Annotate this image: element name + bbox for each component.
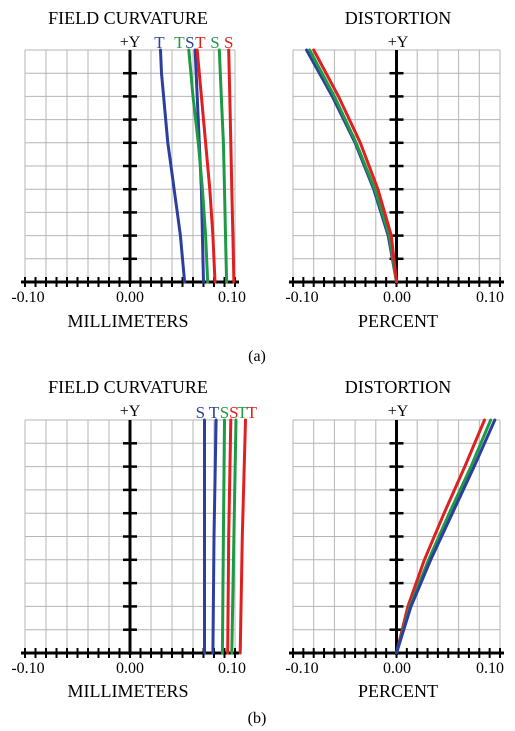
panel-title: FIELD CURVATURE	[48, 8, 208, 28]
x-tick-label: 0.10	[476, 289, 504, 306]
series-line-green-s	[217, 48, 229, 284]
series-line-red-t	[238, 418, 247, 655]
panel-distortion-a: DISTORTION +Y -0.10 0.00 0.10 PERCENT	[285, 8, 504, 331]
x-tick-label: 0.10	[476, 660, 504, 677]
curve-label-blue-t: T	[154, 33, 165, 52]
series-line-red	[395, 418, 486, 655]
series-line-blue-t	[211, 418, 218, 655]
figure-caption: (b)	[248, 710, 267, 727]
x-tick-label: -0.10	[11, 660, 44, 677]
curve-label-red-s: S	[229, 403, 238, 422]
x-tick-label: 0.00	[116, 660, 144, 677]
x-tick-label: -0.10	[285, 289, 318, 306]
figure-b: FIELD CURVATURE +Y S T S ST T -0.10 0.00 0.1…	[11, 377, 504, 727]
curve-label-blue-s: S	[196, 403, 205, 422]
distortion-plot	[289, 48, 504, 287]
curve-label-blue-s: S	[185, 33, 194, 52]
x-tick-label: 0.00	[116, 289, 144, 306]
series-line-green-t	[230, 418, 238, 655]
figure-caption: (a)	[248, 348, 266, 365]
x-axis-title: PERCENT	[358, 311, 438, 331]
x-axis-title: MILLIMETERS	[68, 681, 189, 701]
y-axis-label: +Y	[388, 34, 409, 51]
x-tick-label: 0.10	[218, 660, 246, 677]
panel-title: FIELD CURVATURE	[48, 377, 208, 397]
curve-label-green-t: T	[237, 403, 248, 422]
panel-distortion-b: DISTORTION +Y -0.10 0.00 0.10 PERCENT	[285, 377, 504, 701]
series-line-green-t	[187, 48, 210, 284]
x-axis-title: MILLIMETERS	[68, 311, 189, 331]
series-line-green-s	[220, 418, 226, 655]
series-line-red	[312, 48, 398, 284]
distortion-plot	[289, 418, 504, 658]
x-axis-title: PERCENT	[358, 681, 438, 701]
series-line-red-s	[226, 418, 233, 655]
y-axis-label: +Y	[120, 403, 141, 420]
field-curvature-plot: S T S ST T	[21, 403, 258, 658]
series-line-green	[308, 48, 398, 284]
x-tick-label: 0.00	[383, 289, 411, 306]
panel-title: DISTORTION	[345, 8, 452, 28]
x-tick-label: 0.00	[383, 660, 411, 677]
curve-label-blue-t: T	[209, 403, 220, 422]
curve-label-green-t: T	[174, 33, 185, 52]
x-tick-label: 0.10	[218, 289, 246, 306]
series-line-red-t	[195, 48, 217, 284]
series-line-blue	[395, 418, 497, 655]
curve-label-red-t: T	[195, 33, 206, 52]
curve-label-green-s: S	[220, 403, 229, 422]
panel-field-curvature-b: FIELD CURVATURE +Y S T S ST T -0.10 0.00 0.1…	[11, 377, 257, 701]
curve-label-red-s: S	[224, 33, 233, 52]
y-axis-label: +Y	[388, 403, 409, 420]
x-tick-label: -0.10	[285, 660, 318, 677]
series-line-blue-t	[159, 48, 187, 284]
curve-label-red-t: T	[247, 403, 258, 422]
x-tick-label: -0.10	[11, 289, 44, 306]
curve-label-green-s: S	[210, 33, 219, 52]
series-line-red-s	[227, 48, 236, 284]
panel-title: DISTORTION	[345, 377, 452, 397]
y-axis-label: +Y	[120, 34, 141, 51]
